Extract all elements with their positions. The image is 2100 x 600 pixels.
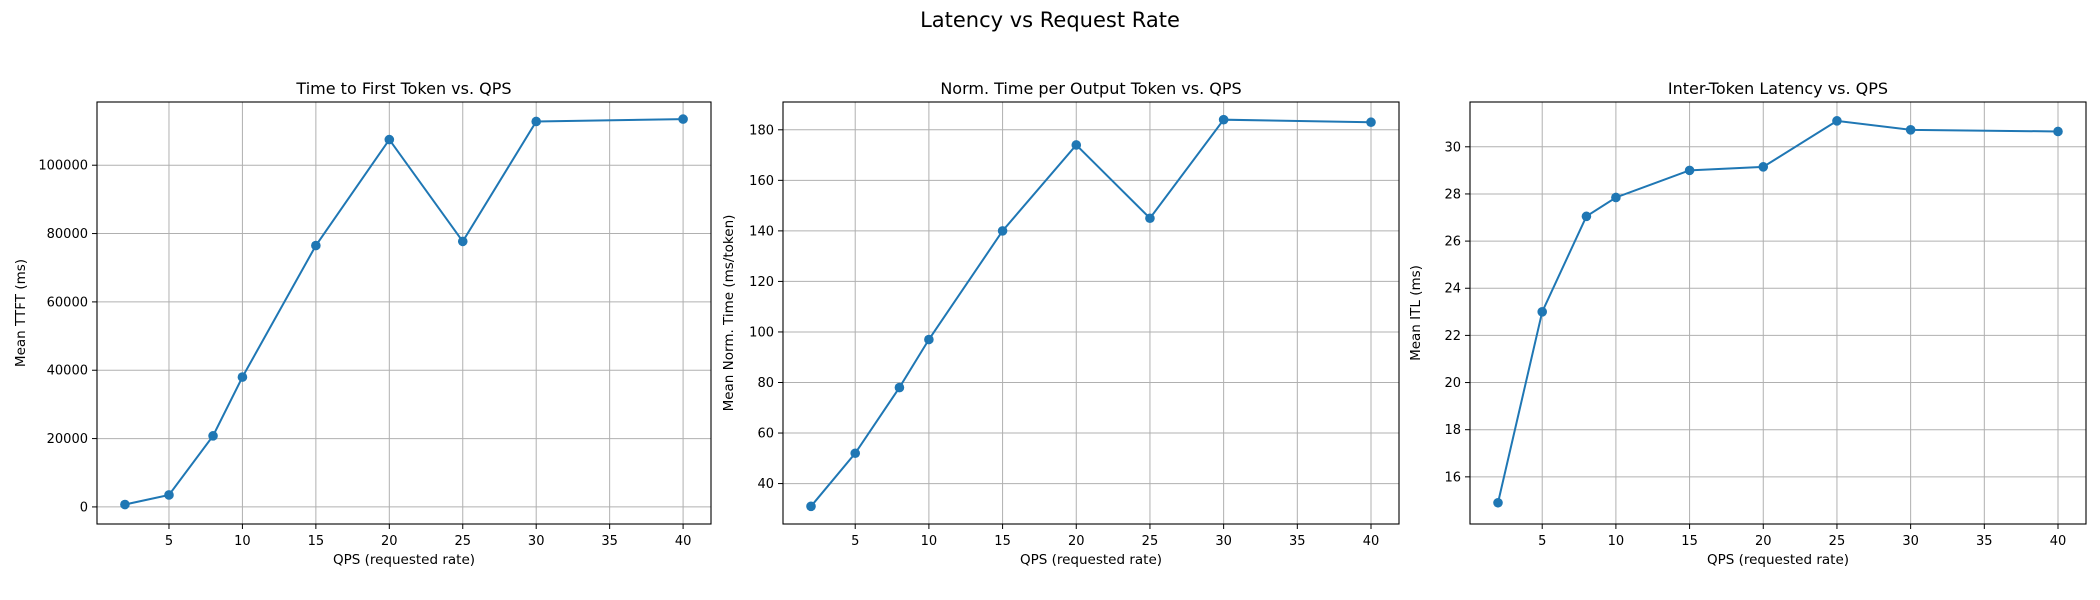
data-point xyxy=(120,499,130,510)
series-line xyxy=(124,118,684,506)
x-tick-label: 20 xyxy=(1755,534,1772,549)
data-point xyxy=(1071,140,1082,150)
x-tick-label: 25 xyxy=(1829,534,1846,549)
data-point xyxy=(1684,165,1695,176)
chart-title: Time to First Token vs. QPS xyxy=(295,79,511,98)
axes-frame xyxy=(782,101,1400,525)
data-point xyxy=(1366,117,1376,128)
y-tick-label: 40 xyxy=(757,477,774,492)
x-tick-label: 40 xyxy=(675,534,692,549)
y-axis-label: Mean Norm. Time (ms/token) xyxy=(721,215,737,412)
y-tick-label: 180 xyxy=(749,123,774,138)
x-tick-label: 10 xyxy=(234,534,251,549)
y-tick-label: 26 xyxy=(1444,235,1461,250)
data-point xyxy=(164,490,174,500)
data-point xyxy=(384,134,395,145)
data-point xyxy=(208,431,218,441)
axes-frame xyxy=(1469,101,2087,525)
x-tick-label: 20 xyxy=(1068,534,1085,549)
figure-title: Latency vs Request Rate xyxy=(920,8,1180,32)
data-point xyxy=(997,226,1008,236)
data-point xyxy=(1611,192,1621,203)
x-tick-label: 40 xyxy=(1363,534,1380,549)
axes-frame xyxy=(96,101,712,525)
x-tick-label: 10 xyxy=(921,534,938,549)
x-tick-label: 15 xyxy=(994,534,1011,549)
data-point xyxy=(850,448,861,459)
data-point xyxy=(531,116,542,127)
y-tick-label: 18 xyxy=(1444,423,1461,438)
y-tick-label: 22 xyxy=(1444,329,1461,344)
data-point xyxy=(1905,125,1916,135)
data-point xyxy=(311,240,321,251)
x-tick-label: 15 xyxy=(308,534,325,549)
chart-title: Norm. Time per Output Token vs. QPS xyxy=(940,79,1241,98)
x-tick-label: 35 xyxy=(601,534,618,549)
y-tick-label: 80000 xyxy=(47,227,88,242)
x-tick-label: 5 xyxy=(165,534,173,549)
x-tick-label: 35 xyxy=(1976,534,1993,549)
y-tick-label: 80 xyxy=(757,376,774,391)
data-point xyxy=(237,372,248,382)
y-axis-label: Mean ITL (ms) xyxy=(1408,265,1424,361)
chart-panel-2: 5 10 15 20 25 30 35 40 40 60 80 100 120 140 160 180 Norm… xyxy=(721,79,1400,568)
data-point xyxy=(1581,211,1592,222)
x-tick-label: 25 xyxy=(1142,534,1159,549)
y-tick-label: 20 xyxy=(1444,376,1461,391)
x-tick-label: 10 xyxy=(1608,534,1625,549)
data-point xyxy=(806,501,816,512)
x-tick-label: 30 xyxy=(528,534,545,549)
y-tick-label: 28 xyxy=(1444,187,1461,202)
x-tick-label: 20 xyxy=(381,534,398,549)
x-axis-label: QPS (requested rate) xyxy=(1707,552,1849,568)
series-line xyxy=(810,118,1372,507)
x-tick-label: 35 xyxy=(1289,534,1306,549)
x-tick-label: 30 xyxy=(1902,534,1919,549)
x-tick-label: 5 xyxy=(851,534,859,549)
data-point xyxy=(1758,162,1769,172)
y-tick-label: 60 xyxy=(757,427,774,442)
y-tick-label: 100000 xyxy=(38,159,88,174)
x-tick-label: 5 xyxy=(1538,534,1546,549)
data-point xyxy=(678,114,688,124)
y-tick-label: 0 xyxy=(80,500,88,515)
y-tick-label: 24 xyxy=(1444,282,1461,297)
y-tick-label: 120 xyxy=(749,275,774,290)
x-axis-label: QPS (requested rate) xyxy=(1020,552,1162,568)
data-point xyxy=(457,236,468,247)
data-point xyxy=(1832,116,1842,126)
y-tick-label: 60000 xyxy=(47,295,88,310)
y-tick-label: 30 xyxy=(1444,140,1461,155)
chart-panel-3: 5 10 15 20 25 30 35 40 16 18 20 22 24 26 28 30 Inter-Tok… xyxy=(1408,79,2087,568)
data-point xyxy=(924,334,934,345)
x-tick-label: 25 xyxy=(454,534,471,549)
y-tick-label: 20000 xyxy=(47,432,88,447)
data-point xyxy=(1218,114,1229,125)
x-axis-label: QPS (requested rate) xyxy=(333,552,475,568)
data-point xyxy=(894,382,905,393)
data-point xyxy=(1493,497,1503,508)
y-axis-label: Mean TTFT (ms) xyxy=(13,259,29,367)
y-tick-label: 140 xyxy=(749,224,774,239)
y-tick-label: 160 xyxy=(749,174,774,189)
y-tick-label: 40000 xyxy=(47,364,88,379)
y-tick-label: 16 xyxy=(1444,470,1461,485)
chart-title: Inter-Token Latency vs. QPS xyxy=(1668,79,1888,98)
x-tick-label: 40 xyxy=(2050,534,2067,549)
data-point xyxy=(1145,213,1155,224)
chart-panel-1: 5 10 15 20 25 30 35 40 0 20000 40000 60000 80000 1000… xyxy=(13,79,712,568)
x-tick-label: 30 xyxy=(1215,534,1232,549)
y-tick-label: 100 xyxy=(749,325,774,340)
data-point xyxy=(1537,307,1548,317)
data-point xyxy=(2053,126,2063,137)
x-tick-label: 15 xyxy=(1681,534,1698,549)
series-line xyxy=(1497,119,2059,504)
